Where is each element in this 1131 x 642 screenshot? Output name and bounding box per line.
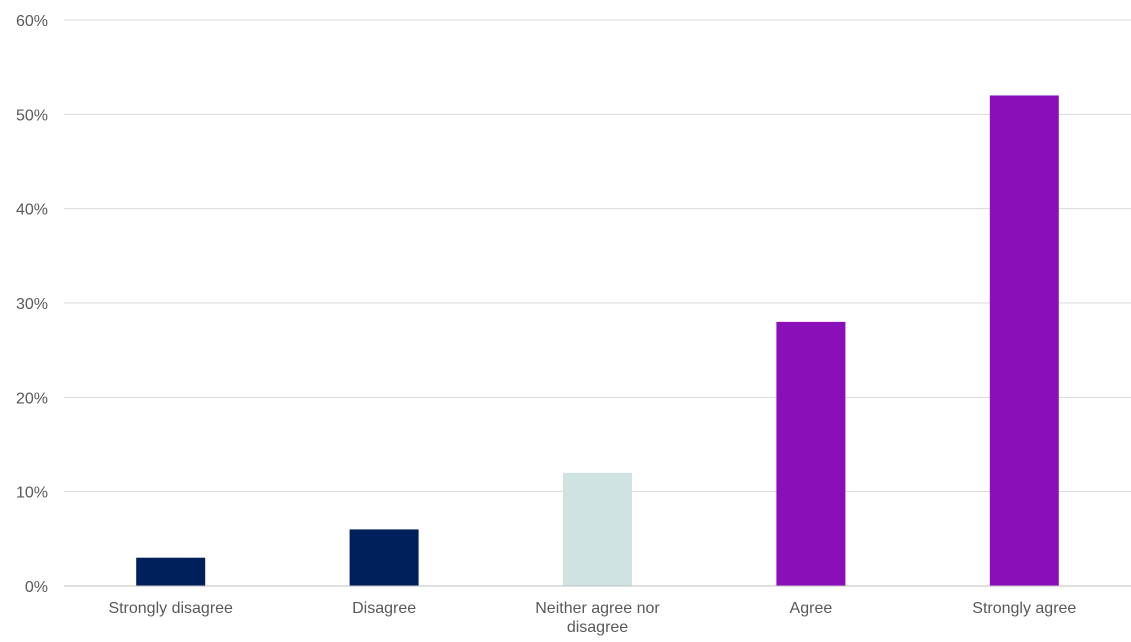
x-category-label: Strongly agree xyxy=(972,600,1076,617)
y-tick-label: 0% xyxy=(25,579,48,596)
x-category-label: Disagree xyxy=(352,600,416,617)
x-category-label: Strongly disagree xyxy=(108,600,233,617)
bar xyxy=(349,529,419,586)
bar xyxy=(776,321,846,586)
y-tick-label: 20% xyxy=(16,390,48,407)
y-tick-label: 50% xyxy=(16,107,48,124)
y-axis-tick-labels: 0% 10% 20% 30% 40% 50% 60% xyxy=(16,13,48,596)
x-category-label-line: Disagree xyxy=(352,600,416,617)
x-category-label-line: Neither agree nor xyxy=(535,600,660,617)
gridlines xyxy=(64,19,1131,493)
bar xyxy=(989,95,1059,586)
bar xyxy=(136,557,206,586)
x-category-label-line: Agree xyxy=(790,600,833,617)
y-tick-label: 40% xyxy=(16,202,48,219)
y-tick-label: 30% xyxy=(16,296,48,313)
bars xyxy=(136,95,1059,586)
x-category-label-line: Strongly agree xyxy=(972,600,1076,617)
x-category-label: Neither agree nor disagree xyxy=(535,600,660,636)
x-category-label: Agree xyxy=(790,600,833,617)
bar xyxy=(563,472,632,586)
x-axis-category-labels: Strongly disagree Disagree Neither agree n… xyxy=(108,600,1076,636)
x-category-label-line: Strongly disagree xyxy=(108,600,233,617)
x-category-label-line: disagree xyxy=(567,619,628,636)
y-tick-label: 10% xyxy=(16,485,48,502)
y-tick-label: 60% xyxy=(16,13,48,30)
